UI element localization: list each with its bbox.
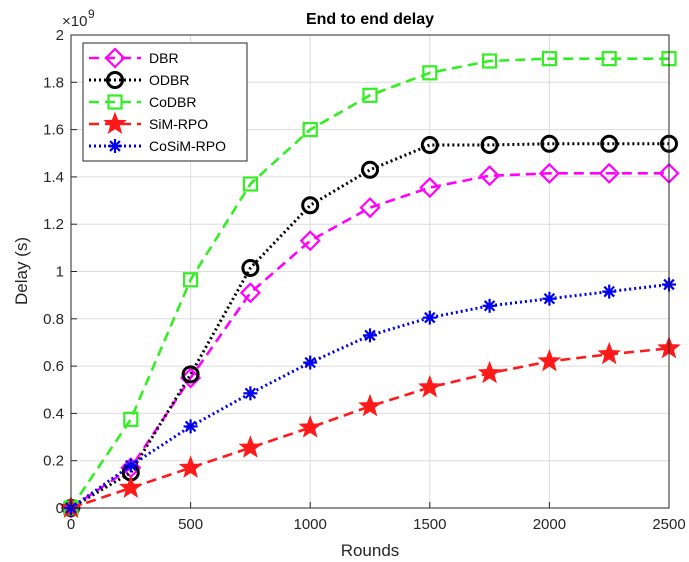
data-point: [477, 360, 502, 384]
y-tick-label: 1.8: [43, 74, 64, 91]
y-exponent: ×10 9: [62, 7, 95, 30]
data-point: [422, 65, 438, 81]
data-point: [299, 230, 321, 252]
data-point: [241, 258, 260, 277]
legend-label: CoSiM-RPO: [149, 138, 226, 154]
y-tick-label: 0.8: [43, 311, 64, 328]
data-point: [540, 134, 559, 153]
data-point: [363, 328, 377, 343]
data-point: [238, 435, 263, 458]
series-line: [70, 142, 669, 510]
legend-item: DBR: [89, 47, 179, 69]
series-layer: [59, 51, 681, 519]
data-point: [417, 374, 442, 398]
legend-label: SiM-RPO: [149, 116, 208, 132]
y-exponent-base: ×10: [62, 13, 87, 30]
series-codbr: [63, 51, 677, 516]
x-tick-label: 500: [178, 516, 203, 533]
data-point: [359, 197, 381, 219]
legend-item: SiM-RPO: [89, 111, 208, 135]
data-point: [482, 53, 498, 69]
y-tick-label: 0.4: [43, 405, 64, 422]
data-point: [181, 365, 200, 384]
series-cosim-rpo: [64, 277, 676, 515]
legend-item: ODBR: [89, 71, 189, 89]
data-point: [301, 196, 320, 215]
legend-marker: [103, 111, 127, 135]
chart-title: End to end delay: [306, 11, 434, 28]
x-tick-label: 2500: [652, 516, 685, 533]
y-tick-label: 1.6: [43, 122, 64, 139]
y-tick-label: 0.2: [43, 453, 64, 470]
legend-item: CoDBR: [89, 94, 196, 110]
data-point: [298, 415, 323, 438]
legend-label: DBR: [149, 50, 179, 66]
y-tick-label: 1.4: [43, 169, 64, 186]
data-point: [239, 282, 261, 304]
data-point: [422, 310, 437, 325]
data-point: [123, 411, 139, 427]
y-exponent-power: 9: [88, 7, 95, 21]
series-line: [69, 57, 669, 509]
data-point: [358, 393, 382, 417]
data-point: [479, 165, 501, 187]
series-odbr: [62, 134, 678, 517]
data-point: [303, 355, 318, 370]
data-point: [123, 458, 138, 473]
x-tick-label: 1500: [413, 516, 446, 533]
data-point: [183, 272, 199, 288]
data-point: [183, 419, 198, 434]
data-point: [361, 160, 379, 179]
legend-marker: [108, 139, 122, 153]
data-point: [118, 475, 143, 498]
data-point: [419, 176, 441, 199]
data-point: [538, 162, 560, 184]
y-tick-label: 0.6: [43, 358, 64, 375]
y-tick-label: 2: [56, 27, 64, 44]
data-point: [541, 51, 558, 67]
x-tick-label: 2000: [533, 516, 566, 533]
data-point: [602, 284, 617, 299]
legend-label: CoDBR: [149, 94, 196, 110]
data-point: [600, 134, 619, 153]
data-point: [243, 386, 258, 401]
data-point: [597, 341, 622, 365]
series-line: [70, 347, 670, 510]
legend-marker: [106, 71, 124, 89]
legend-marker: [104, 47, 126, 69]
data-point: [601, 51, 617, 67]
x-axis-label: Rounds: [341, 541, 400, 560]
legend-marker: [107, 94, 123, 110]
data-point: [480, 135, 499, 154]
data-point: [482, 298, 497, 313]
data-point: [420, 135, 439, 154]
data-point: [537, 348, 562, 372]
data-point: [242, 176, 258, 192]
x-tick-label: 1000: [294, 516, 327, 533]
data-point: [178, 455, 203, 478]
y-tick-label: 0: [56, 500, 64, 517]
legend-item: CoSiM-RPO: [89, 138, 226, 154]
y-axis-label: Delay (s): [12, 237, 31, 305]
legend: DBR ODBR CoDBR SiM-RPO CoSiM-RPO: [82, 42, 248, 162]
y-tick-label: 1.2: [43, 216, 64, 233]
data-point: [542, 291, 557, 306]
axis-ticks: 0 500 1000 1500 2000 2500 0 0.2 0.4 0.6 0.8 1 1.2 1.4…: [43, 27, 686, 533]
legend-label: ODBR: [149, 72, 189, 88]
data-point: [302, 121, 318, 138]
data-point: [598, 162, 620, 184]
data-point: [362, 87, 378, 103]
x-tick-label: 0: [67, 516, 75, 533]
y-tick-label: 1: [56, 264, 64, 281]
